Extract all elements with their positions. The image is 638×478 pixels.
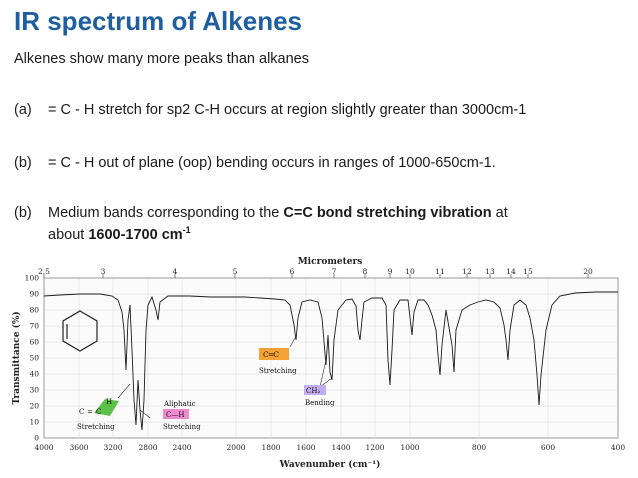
intro-text: Alkenes show many more peaks than alkane… [14, 51, 309, 67]
aliphatic-stretch: Stretching [163, 423, 201, 431]
x-tick-label: 2000 [226, 443, 245, 452]
x-tick-label: 600 [541, 443, 556, 452]
top-tick-label: 13 [485, 267, 495, 276]
y-tick-label: 40 [29, 370, 39, 379]
cc-stretch-annotation: C═C Stretching [259, 335, 297, 375]
point-c-label: (b) [14, 205, 32, 221]
point-a-label: (a) [14, 102, 32, 118]
x-tick-label: 1200 [365, 443, 384, 452]
y-tick-label: 10 [29, 418, 39, 427]
x-tick-label: 3200 [103, 443, 122, 452]
aliphatic-ch-annotation: Aliphatic C—H Stretching [139, 400, 201, 431]
top-tick-label: 11 [435, 267, 445, 276]
top-tick-label: 8 [363, 267, 368, 276]
point-c-mid: at [491, 205, 508, 221]
vinyl-h: H [106, 398, 112, 406]
top-tick-label: 3 [101, 267, 106, 276]
vinyl-c: C [79, 408, 84, 416]
ch2-label: CH₂ [306, 387, 320, 395]
y-tick-label: 50 [29, 354, 39, 363]
point-c-pre: Medium bands corresponding to the [48, 205, 284, 221]
point-c-range: 1600-1700 cm [88, 226, 183, 243]
spectrum-line [43, 291, 618, 431]
x-tick-label: 1000 [400, 443, 419, 452]
point-b-text: = C - H out of plane (oop) bending occur… [48, 155, 496, 171]
cyclohexene-icon [62, 310, 98, 352]
y-tick-label: 100 [25, 274, 40, 283]
y-tick-label: 60 [29, 338, 39, 347]
plot-grid [43, 277, 619, 439]
vinyl-eq: = [87, 408, 93, 416]
top-axis-title: Micrometers [298, 257, 363, 267]
top-tick-label: 4 [173, 267, 178, 276]
y-tick-label: 80 [29, 306, 39, 315]
cc-stretch: Stretching [259, 367, 297, 375]
ch2-bend: Bending [305, 399, 335, 407]
ch2-highlight [304, 385, 326, 395]
y-tick-label: 30 [29, 386, 39, 395]
point-c-line2-pre: about [48, 226, 89, 243]
y-axis-title: Transmittance (%) [11, 311, 22, 404]
point-b: (b) = C - H out of plane (oop) bending oc… [14, 155, 496, 171]
top-tick-label: 10 [405, 267, 415, 276]
vinyl-stretch: Stretching [77, 423, 115, 431]
y-tick-label: 20 [29, 402, 39, 411]
top-tick-label: 9 [388, 267, 393, 276]
x-tick-label: 3600 [69, 443, 88, 452]
aliphatic-title: Aliphatic [163, 400, 196, 408]
ch2-leader [319, 359, 327, 388]
point-a: (a) = C - H stretch for sp2 C-H occurs at… [14, 102, 526, 118]
top-tick-label: 20 [583, 267, 593, 276]
aliphatic-bond: C—H [166, 411, 184, 419]
y-tick-label: 90 [29, 290, 39, 299]
x-tick-label: 400 [611, 443, 626, 452]
top-tick-label: 7 [332, 267, 337, 276]
x-tick-label: 1800 [261, 443, 280, 452]
point-b-label: (b) [14, 155, 32, 171]
top-ticks: 2.5 3 4 5 6 7 8 9 10 11 12 13 14 15 20 [38, 267, 593, 278]
cc-highlight [259, 348, 289, 360]
vinyl-ch-annotation: H C = C Stretching [77, 383, 131, 431]
cc-bond: C═C [263, 350, 279, 359]
point-c-sup: -1 [182, 225, 191, 235]
top-tick-label: 2.5 [38, 267, 50, 276]
vinyl-highlight [94, 399, 119, 416]
slide-title: IR spectrum of Alkenes [14, 6, 303, 36]
top-tick-label: 12 [462, 267, 472, 276]
x-ticks: 4000 3600 3200 2800 2400 2000 1800 1600 1400 1200… [34, 443, 625, 452]
x-tick-label: 1600 [296, 443, 315, 452]
x-tick-label: 2400 [172, 443, 191, 452]
x-tick-label: 1400 [331, 443, 350, 452]
top-tick-label: 5 [233, 267, 238, 276]
y-tick-label: 70 [29, 322, 39, 331]
aliphatic-highlight [163, 409, 189, 419]
x-tick-label: 4000 [34, 443, 53, 452]
y-tick-label: 0 [34, 434, 39, 443]
x-tick-label: 800 [472, 443, 487, 452]
point-a-text: = C - H stretch for sp2 C-H occurs at re… [48, 102, 527, 118]
aliphatic-leader [139, 409, 151, 419]
x-axis-title: Wavenumber (cm⁻¹) [279, 459, 381, 470]
ch2-bend-annotation: CH₂ Bending [304, 359, 335, 407]
cc-leader [289, 335, 297, 348]
vinyl-c2: C [96, 408, 101, 416]
top-tick-label: 14 [506, 267, 516, 276]
point-c-bold: C=C bond stretching vibration [283, 205, 492, 221]
top-tick-label: 6 [290, 267, 295, 276]
point-c: (b) Medium bands corresponding to the C=C… [14, 205, 508, 221]
vinyl-leader [117, 383, 131, 399]
point-c-line2: about 1600-1700 cm-1 [48, 225, 191, 243]
top-tick-label: 15 [523, 267, 533, 276]
x-tick-label: 2800 [138, 443, 157, 452]
